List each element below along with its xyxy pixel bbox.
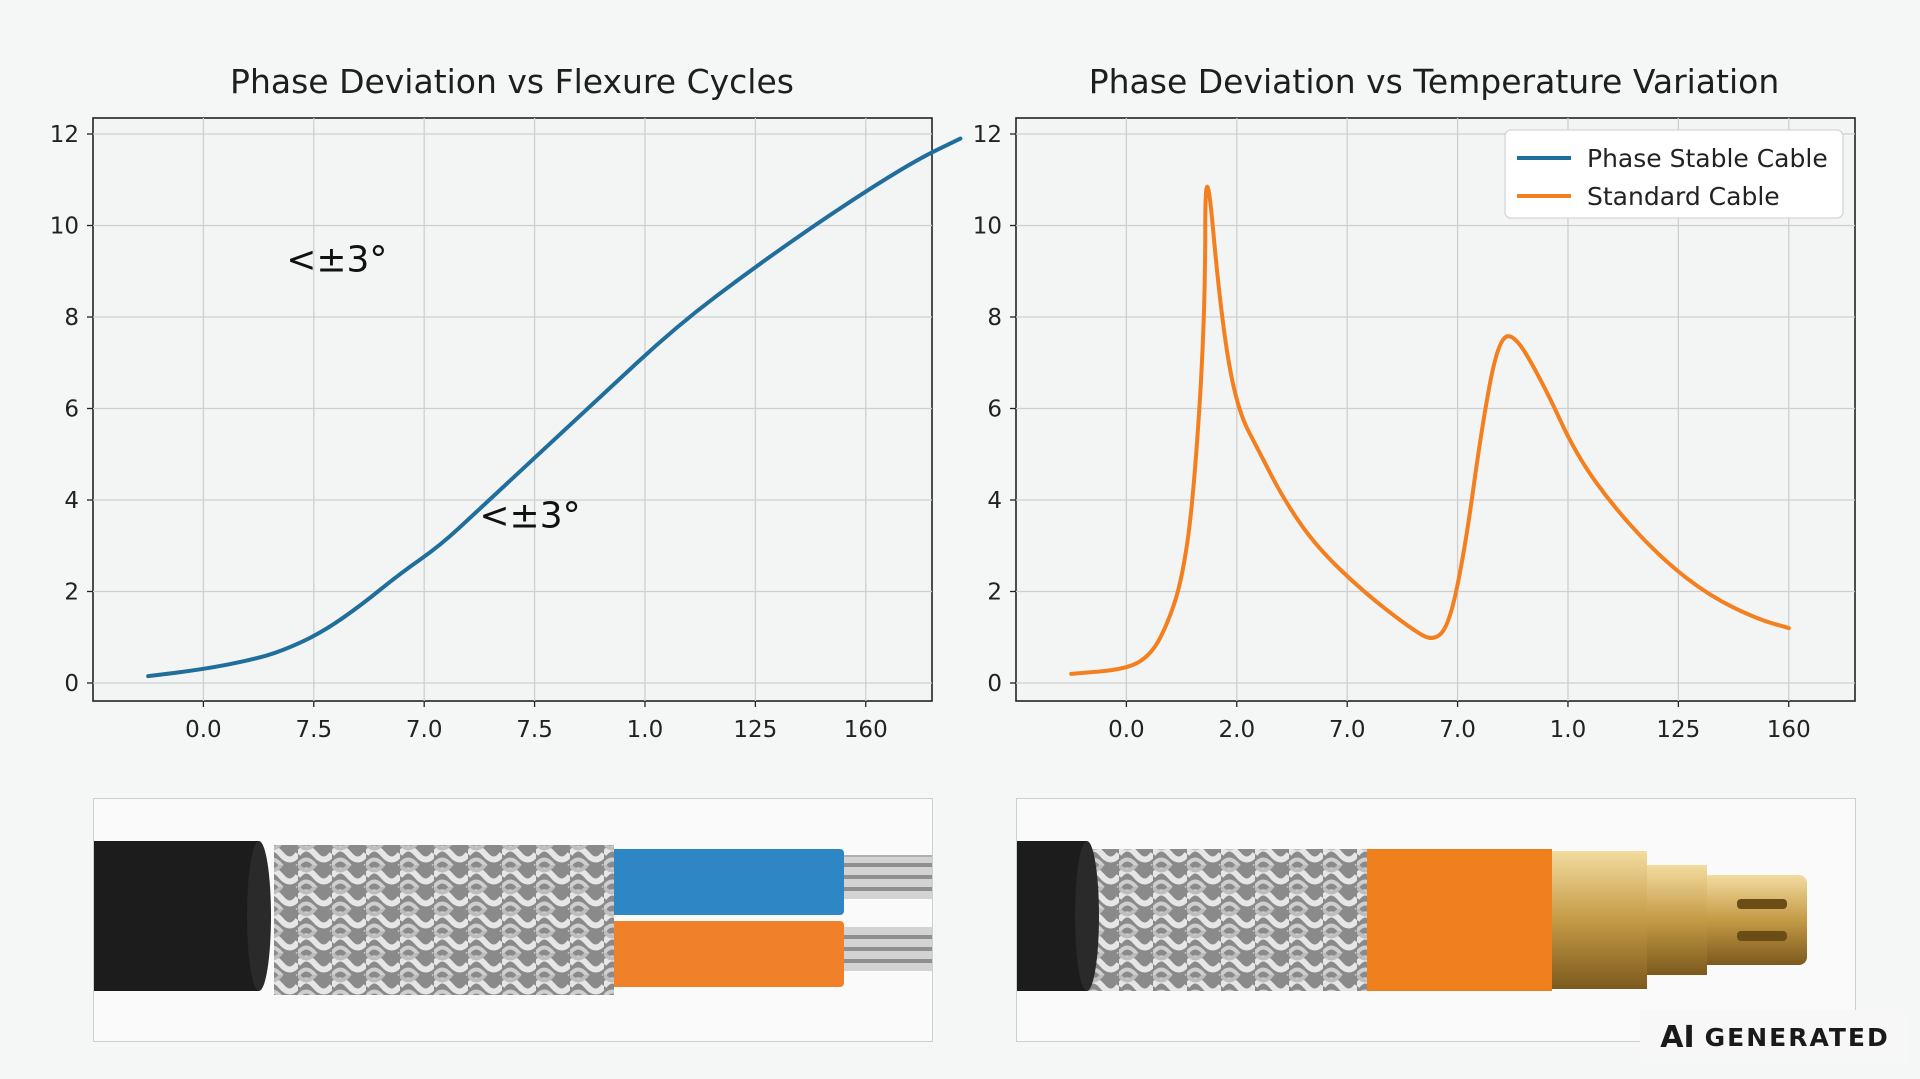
right-x-tick-label: 160	[1767, 717, 1811, 743]
ai-generated-watermark: AI GENERATED	[1640, 1010, 1910, 1064]
right-series-line-1	[1069, 184, 1791, 676]
left-y-tick-label: 8	[64, 305, 79, 331]
left-y-tick-label: 0	[64, 671, 79, 697]
right-y-tick-label: 0	[987, 671, 1002, 697]
left-x-tick-label: 0.0	[185, 717, 222, 743]
right-x-tick-label: 0.0	[1108, 717, 1145, 743]
watermark-generated-text: GENERATED	[1704, 1022, 1890, 1052]
left-plot-area	[92, 117, 933, 702]
left-chart-title: Phase Deviation vs Flexure Cycles	[230, 62, 794, 101]
left-series-line-0	[146, 136, 963, 679]
left-x-tick-label: 1.0	[627, 717, 664, 743]
left-x-tick-label: 7.0	[406, 717, 443, 743]
right-x-tick-label: 7.0	[1329, 717, 1366, 743]
right-legend-label-1: Standard Cable	[1587, 182, 1780, 211]
right-x-tick-label: 2.0	[1219, 717, 1256, 743]
left-y-tick-label: 6	[64, 397, 79, 423]
left-x-tick-label: 125	[733, 717, 777, 743]
right-x-tick-label: 1.0	[1550, 717, 1587, 743]
right-legend-label-0: Phase Stable Cable	[1587, 144, 1828, 173]
sma-connector-cable-photo	[1016, 798, 1856, 1042]
watermark-ai-text: AI	[1660, 1019, 1695, 1055]
right-y-tick-label: 4	[987, 488, 1002, 514]
right-x-tick-label: 7.0	[1439, 717, 1476, 743]
left-annotation-1: <±3°	[479, 495, 580, 536]
right-y-tick-label: 6	[987, 397, 1002, 423]
left-x-tick-label: 7.5	[296, 717, 333, 743]
right-chart: 0 2 4 6 8 10 12 0.0 2.0 7.0 7.0 1.0 125 160 Phase Stab…	[973, 117, 1856, 743]
right-y-tick-label: 8	[987, 305, 1002, 331]
left-y-tick-label: 4	[64, 488, 79, 514]
left-annotation-0: <±3°	[286, 239, 387, 280]
left-y-tick-label: 2	[64, 580, 79, 606]
left-y-tick-label: 12	[50, 122, 79, 148]
right-chart-title: Phase Deviation vs Temperature Variation	[1088, 62, 1780, 101]
left-x-tick-label: 7.5	[516, 717, 553, 743]
left-x-tick-label: 160	[844, 717, 888, 743]
left-y-tick-label: 10	[50, 214, 79, 240]
right-x-tick-label: 125	[1656, 717, 1700, 743]
dual-core-cable-photo	[93, 798, 974, 1042]
left-chart: 0 2 4 6 8 10 12 0.0 7.5 7.0 7.5 1.0 125 160 <±3° <±3°	[50, 117, 963, 743]
right-y-tick-label: 12	[973, 122, 1002, 148]
right-legend-box	[1504, 129, 1844, 219]
right-y-tick-label: 10	[973, 214, 1002, 240]
right-y-tick-label: 2	[987, 580, 1002, 606]
